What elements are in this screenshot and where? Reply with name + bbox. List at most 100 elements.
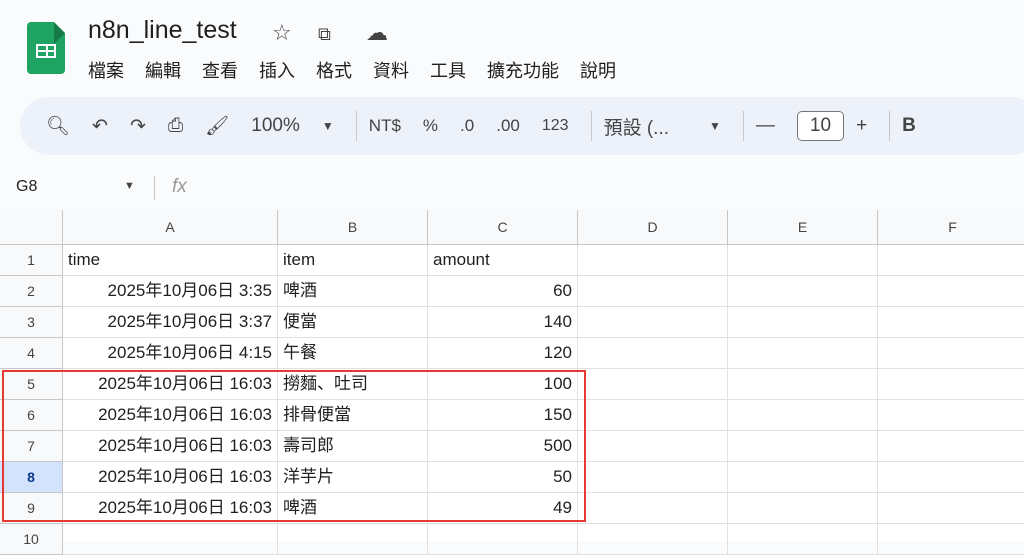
cell[interactable] <box>578 307 728 338</box>
cell[interactable]: 150 <box>428 400 578 431</box>
row-header[interactable]: 7 <box>0 431 63 462</box>
menu-item[interactable]: 編輯 <box>145 61 181 81</box>
cell[interactable] <box>578 245 728 276</box>
column-header[interactable]: E <box>728 210 878 245</box>
formula-input[interactable] <box>210 168 1010 208</box>
cell[interactable]: 排骨便當 <box>278 400 428 431</box>
row-header[interactable]: 10 <box>0 524 63 555</box>
spreadsheet-grid[interactable]: A B C D E F 1 time item amount 2 2025年10月06日 3:35 啤酒… <box>0 210 1024 555</box>
sheets-logo[interactable] <box>27 22 65 74</box>
cell[interactable]: time <box>63 245 278 276</box>
row-header[interactable]: 4 <box>0 338 63 369</box>
cell[interactable]: 2025年10月06日 4:15 <box>63 338 278 369</box>
column-header[interactable]: D <box>578 210 728 245</box>
select-all-corner[interactable] <box>0 210 63 245</box>
bold-button[interactable]: B <box>902 115 916 136</box>
cell[interactable] <box>878 462 1024 493</box>
cell[interactable]: 撈麵、吐司 <box>278 369 428 400</box>
row-header[interactable]: 5 <box>0 369 63 400</box>
column-header[interactable]: B <box>278 210 428 245</box>
cloud-saved-icon[interactable]: ☁ <box>366 20 388 45</box>
row-header[interactable]: 8 <box>0 462 63 493</box>
cell[interactable] <box>578 338 728 369</box>
cell[interactable] <box>63 524 278 555</box>
cell[interactable]: 2025年10月06日 16:03 <box>63 369 278 400</box>
cell[interactable] <box>578 400 728 431</box>
cell[interactable]: 2025年10月06日 3:37 <box>63 307 278 338</box>
cell[interactable] <box>878 307 1024 338</box>
cell[interactable] <box>728 431 878 462</box>
cell[interactable]: 2025年10月06日 16:03 <box>63 462 278 493</box>
paint-format-icon[interactable]: 🖌︎ <box>205 116 230 137</box>
cell[interactable] <box>728 276 878 307</box>
menu-item[interactable]: 檔案 <box>88 61 124 81</box>
column-header[interactable]: F <box>878 210 1024 245</box>
search-icon[interactable]: 🔍︎ <box>46 116 71 137</box>
cell[interactable]: 50 <box>428 462 578 493</box>
cell[interactable] <box>578 431 728 462</box>
cell[interactable] <box>578 493 728 524</box>
cell[interactable]: 洋芋片 <box>278 462 428 493</box>
menu-item[interactable]: 查看 <box>202 61 238 81</box>
cell[interactable]: 60 <box>428 276 578 307</box>
cell[interactable] <box>728 245 878 276</box>
cell[interactable] <box>878 369 1024 400</box>
cell[interactable] <box>728 338 878 369</box>
cell[interactable] <box>728 524 878 555</box>
chevron-down-icon[interactable]: ▼ <box>321 119 334 133</box>
increase-font-size-button[interactable]: + <box>856 115 868 136</box>
cell[interactable]: 2025年10月06日 16:03 <box>63 400 278 431</box>
cell[interactable]: 啤酒 <box>278 493 428 524</box>
menu-item[interactable]: 資料 <box>373 61 409 81</box>
print-icon[interactable]: ⎙ <box>167 115 184 136</box>
cell[interactable]: 壽司郎 <box>278 431 428 462</box>
row-header[interactable]: 1 <box>0 245 63 276</box>
cell[interactable] <box>878 524 1024 555</box>
row-header[interactable]: 9 <box>0 493 63 524</box>
redo-icon[interactable]: ↷ <box>130 115 146 137</box>
cell[interactable] <box>728 493 878 524</box>
cell[interactable] <box>728 400 878 431</box>
cell[interactable]: 140 <box>428 307 578 338</box>
zoom-select[interactable]: 100% <box>251 115 300 136</box>
menu-item[interactable]: 格式 <box>316 61 352 81</box>
cell[interactable]: item <box>278 245 428 276</box>
cell[interactable] <box>278 524 428 555</box>
cell[interactable]: 午餐 <box>278 338 428 369</box>
cell[interactable] <box>878 431 1024 462</box>
cell[interactable] <box>878 400 1024 431</box>
undo-icon[interactable]: ↶ <box>92 115 109 137</box>
row-header[interactable]: 2 <box>0 276 63 307</box>
menu-item[interactable]: 插入 <box>259 61 295 81</box>
cell[interactable]: amount <box>428 245 578 276</box>
cell[interactable]: 2025年10月06日 3:35 <box>63 276 278 307</box>
chevron-down-icon[interactable]: ▼ <box>124 180 135 192</box>
cell[interactable] <box>878 245 1024 276</box>
menu-item[interactable]: 說明 <box>580 61 616 81</box>
cell[interactable]: 2025年10月06日 16:03 <box>63 493 278 524</box>
chevron-down-icon[interactable]: ▼ <box>709 119 721 133</box>
cell[interactable] <box>428 524 578 555</box>
cell[interactable]: 2025年10月06日 16:03 <box>63 431 278 462</box>
row-header[interactable]: 6 <box>0 400 63 431</box>
cell[interactable]: 便當 <box>278 307 428 338</box>
star-icon[interactable]: ☆ <box>272 20 292 45</box>
increase-decimal-button[interactable]: .00 <box>496 116 520 135</box>
cell[interactable] <box>578 524 728 555</box>
number-format-button[interactable]: 123 <box>541 117 569 134</box>
name-box[interactable]: G8 <box>16 178 38 195</box>
decrease-decimal-button[interactable]: .0 <box>460 116 475 135</box>
menu-item[interactable]: 擴充功能 <box>487 61 559 81</box>
cell[interactable]: 啤酒 <box>278 276 428 307</box>
font-size-input[interactable]: 10 <box>796 111 845 141</box>
cell[interactable] <box>878 338 1024 369</box>
percent-button[interactable]: % <box>422 116 439 135</box>
column-header[interactable]: C <box>428 210 578 245</box>
cell[interactable] <box>728 369 878 400</box>
cell[interactable] <box>578 369 728 400</box>
cell[interactable] <box>878 276 1024 307</box>
document-title[interactable]: n8n_line_test <box>88 16 237 44</box>
move-folder-icon[interactable]: ⧉ <box>318 24 331 44</box>
row-header[interactable]: 3 <box>0 307 63 338</box>
decrease-font-size-button[interactable]: — <box>755 115 775 136</box>
